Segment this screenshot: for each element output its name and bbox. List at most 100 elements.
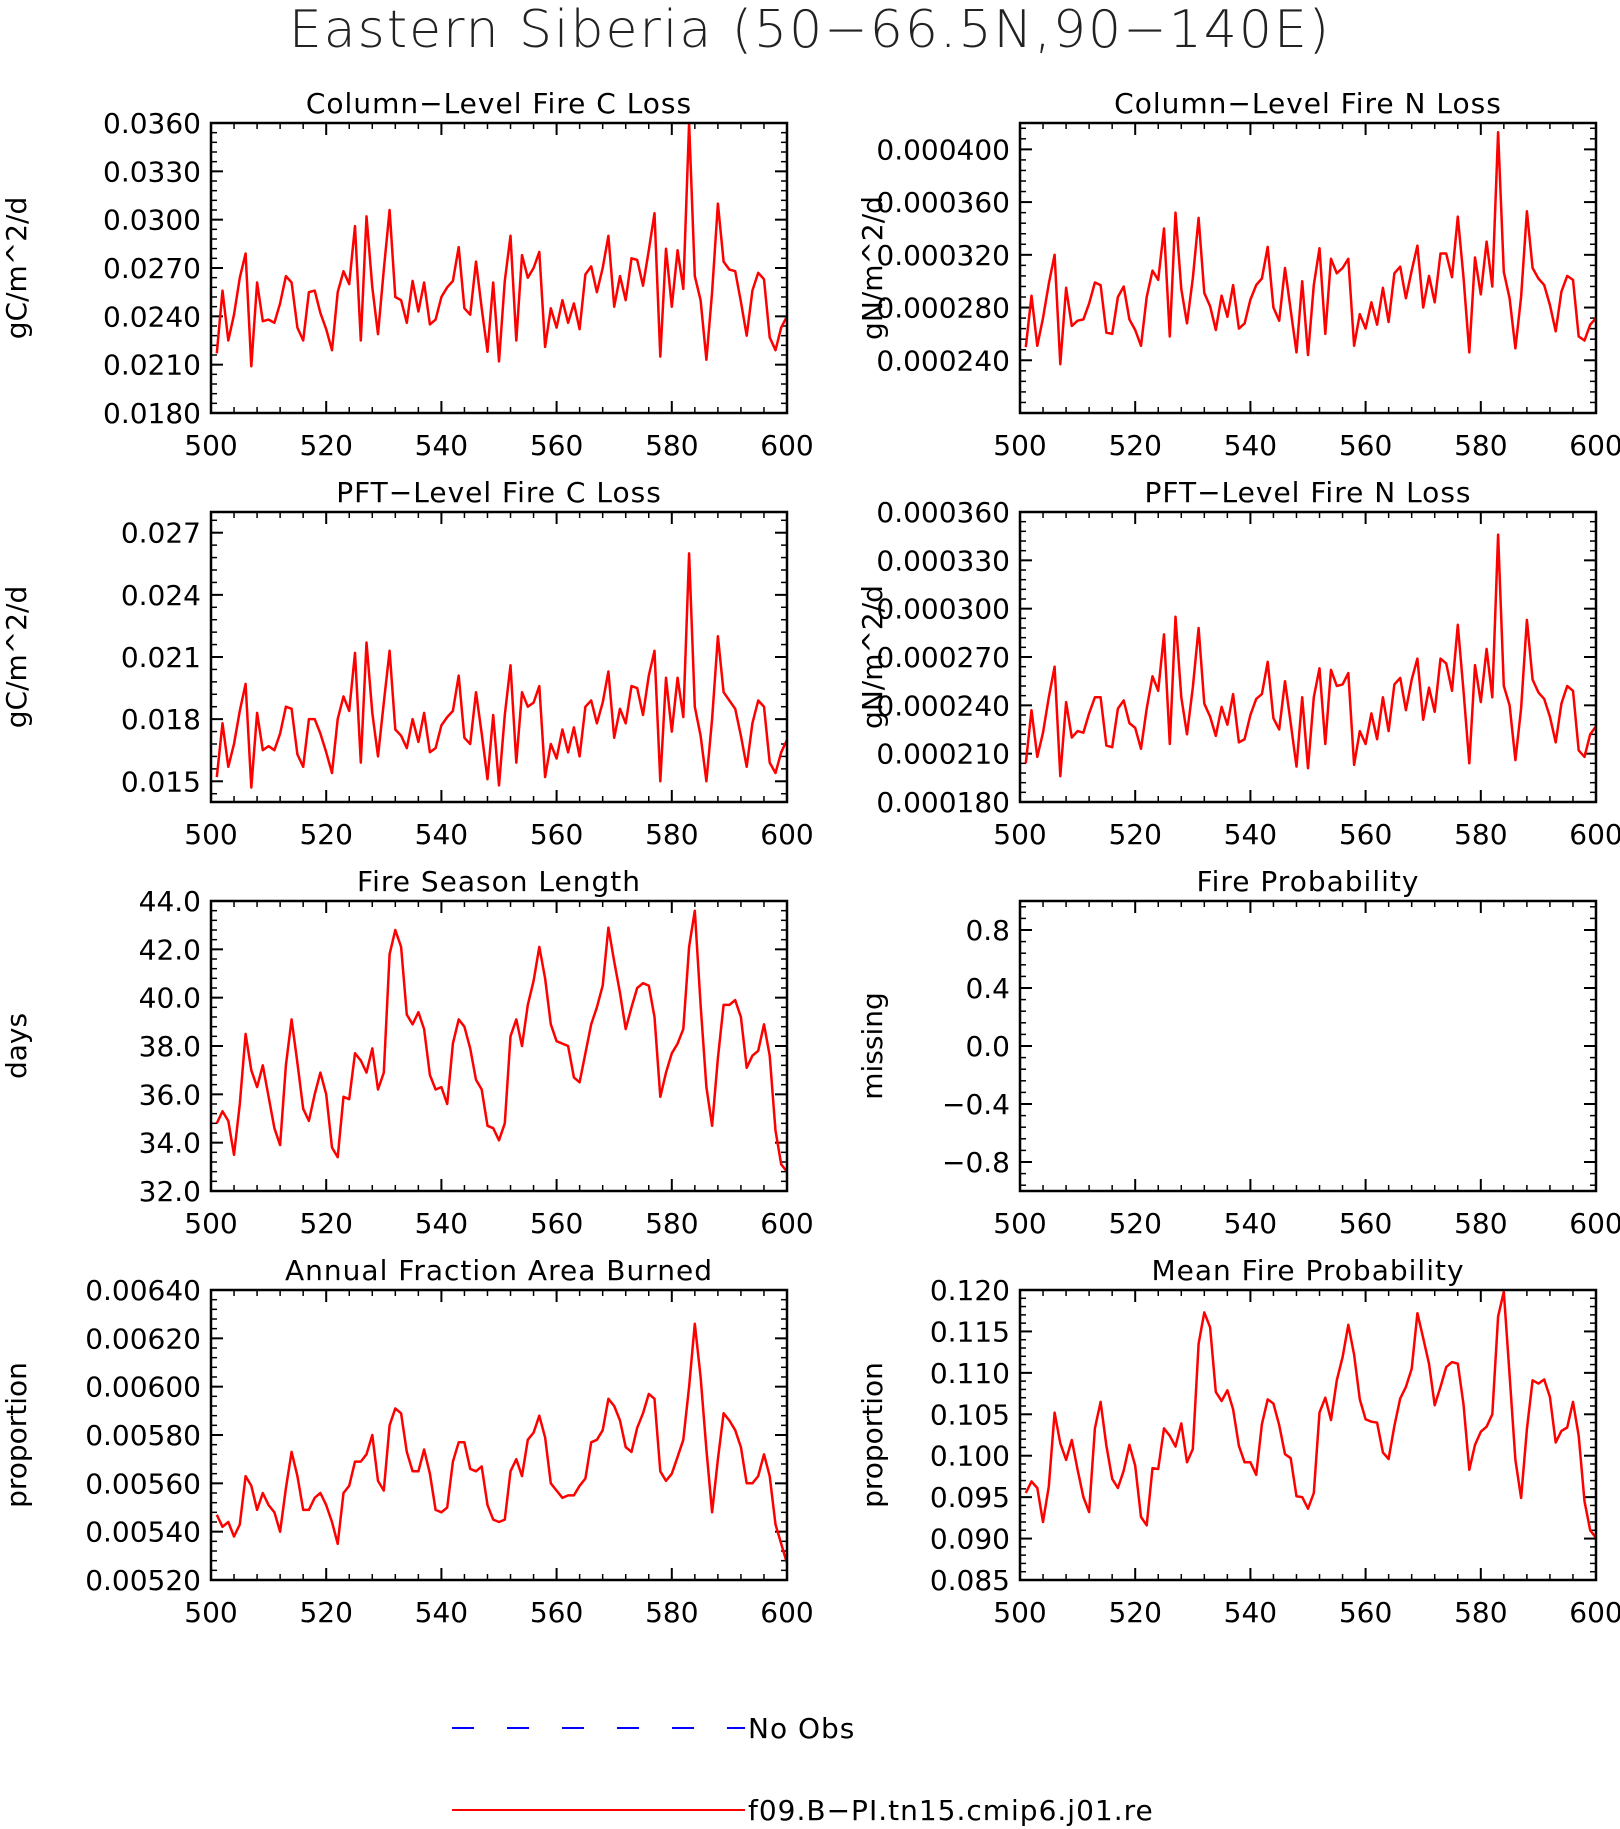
y-tick-label: 0.0 [965,1030,1010,1063]
y-axis-label: gC/m^2/d [0,586,33,729]
y-tick-label: 0.000180 [876,786,1010,819]
y-tick-label: 0.000360 [876,496,1010,529]
y-tick-label: 0.024 [121,579,201,612]
x-tick-label: 500 [184,1596,237,1629]
y-tick-label: 0.000330 [876,544,1010,577]
x-tick-label: 560 [1339,818,1392,851]
x-tick-label: 500 [993,1596,1046,1629]
y-tick-label: 0.095 [930,1481,1010,1514]
legend: No Obs f09.B−PI.tn15.cmip6.j01.re [452,1712,1153,1827]
y-tick-label: 0.090 [930,1523,1010,1556]
y-tick-label: 0.00600 [85,1371,201,1404]
y-tick-label: 0.000320 [876,239,1010,272]
panel-title: Fire Season Length [357,865,641,898]
series-line-1 [215,121,789,368]
y-tick-label: 0.000360 [876,186,1010,219]
series-line-1 [215,552,789,789]
panel-title: Column−Level Fire N Loss [1114,87,1502,120]
x-tick-label: 520 [1108,1596,1161,1629]
x-tick-label: 500 [993,818,1046,851]
y-tick-label: 0.00520 [85,1564,201,1597]
x-tick-label: 600 [1569,429,1620,462]
chart-panel-3: PFT−Level Fire C Loss gC/m^2/d 500 520 540 56… [0,476,814,851]
y-tick-label: 0.105 [930,1398,1010,1431]
chart-panel-4: PFT−Level Fire N Loss gN/m^2/d 500 520 540 56… [856,476,1620,851]
y-tick-label: 0.018 [121,703,201,736]
x-tick-label: 540 [1224,818,1277,851]
y-tick-label: 0.015 [121,765,201,798]
y-tick-label: 0.000210 [876,738,1010,771]
y-axis-label: gN/m^2/d [856,196,889,340]
x-tick-label: 580 [645,818,698,851]
x-tick-label: 520 [299,429,352,462]
y-tick-label: 0.000270 [876,641,1010,674]
x-tick-label: 560 [1339,429,1392,462]
y-tick-label: 0.8 [965,914,1010,947]
y-tick-label: 0.000240 [876,689,1010,722]
x-tick-label: 500 [184,429,237,462]
x-tick-label: 600 [760,1596,813,1629]
x-tick-label: 520 [1108,429,1161,462]
y-tick-label: 0.000400 [876,133,1010,166]
y-tick-label: −0.4 [942,1088,1010,1121]
y-tick-label: 32.0 [139,1175,201,1208]
y-tick-label: 0.00540 [85,1516,201,1549]
y-tick-label: 0.00580 [85,1419,201,1452]
y-tick-label: 40.0 [139,982,201,1015]
plot-frame [1018,899,1598,1193]
x-tick-label: 600 [1569,818,1620,851]
series-line-1 [215,1322,789,1564]
plot-frame [209,899,789,1193]
x-tick-label: 540 [1224,429,1277,462]
y-tick-label: 0.120 [930,1274,1010,1307]
x-tick-label: 540 [415,1207,468,1240]
chart-panel-5: Fire Season Length days 500 520 540 560 580 600… [0,865,814,1240]
y-tick-label: 0.0330 [103,155,201,188]
y-tick-label: 0.027 [121,517,201,550]
y-tick-label: 0.000280 [876,292,1010,325]
panel-title: PFT−Level Fire N Loss [1144,476,1471,509]
y-tick-label: 0.0270 [103,252,201,285]
x-tick-label: 560 [530,1596,583,1629]
x-tick-label: 580 [1454,429,1507,462]
y-tick-label: 0.0180 [103,397,201,430]
y-tick-label: 0.00560 [85,1467,201,1500]
x-tick-label: 580 [1454,818,1507,851]
x-tick-label: 500 [184,818,237,851]
legend-label-obs: No Obs [748,1712,855,1745]
x-tick-label: 560 [530,818,583,851]
panel-title: PFT−Level Fire C Loss [336,476,662,509]
x-tick-label: 580 [1454,1596,1507,1629]
x-tick-label: 520 [299,818,352,851]
x-tick-label: 560 [1339,1207,1392,1240]
x-tick-label: 580 [645,1596,698,1629]
x-tick-label: 560 [530,429,583,462]
y-tick-label: −0.8 [942,1146,1010,1179]
chart-panel-1: Column−Level Fire C Loss gC/m^2/d 500 520 54… [0,87,814,462]
x-tick-label: 520 [1108,818,1161,851]
chart-panel-7: Annual Fraction Area Burned proportion 500… [0,1254,814,1629]
y-axis-label: proportion [856,1362,889,1508]
y-tick-label: 44.0 [139,885,201,918]
y-tick-label: 0.021 [121,641,201,674]
x-tick-label: 600 [1569,1596,1620,1629]
y-axis-label: gN/m^2/d [856,585,889,729]
x-tick-label: 600 [1569,1207,1620,1240]
y-tick-label: 42.0 [139,933,201,966]
x-tick-label: 500 [993,429,1046,462]
y-tick-label: 34.0 [139,1127,201,1160]
x-tick-label: 500 [993,1207,1046,1240]
y-tick-label: 0.085 [930,1564,1010,1597]
series-line-1 [215,909,788,1173]
series-line-1 [1024,1290,1597,1539]
y-tick-label: 0.00640 [85,1274,201,1307]
x-tick-label: 580 [645,1207,698,1240]
x-tick-label: 600 [760,429,813,462]
y-axis-label: days [0,1013,33,1079]
x-tick-label: 540 [1224,1207,1277,1240]
chart-panel-6: Fire Probability missing 500 520 540 560 580 60… [856,865,1620,1240]
series-line-1 [1024,130,1597,366]
y-tick-label: 0.110 [930,1357,1010,1390]
series-line-1 [1024,533,1598,778]
y-tick-label: 0.0300 [103,204,201,237]
